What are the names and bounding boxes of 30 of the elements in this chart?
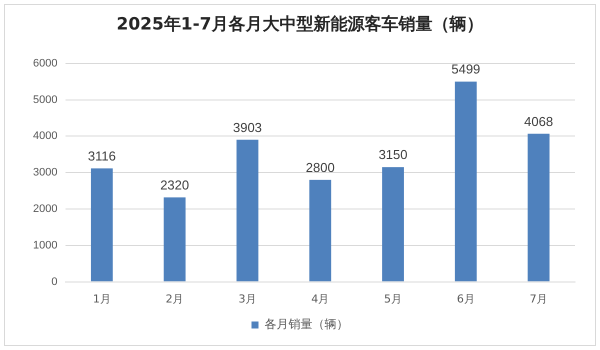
y-tick-label: 1000 (32, 239, 58, 252)
x-tick-label: 2月 (166, 292, 184, 306)
data-label: 2800 (306, 160, 335, 175)
x-tick-label: 6月 (456, 292, 475, 306)
data-label: 4068 (524, 114, 554, 129)
y-tick-label: 5000 (32, 94, 58, 106)
bar (236, 140, 258, 282)
data-label: 3150 (378, 147, 408, 162)
data-label: 3116 (88, 148, 116, 164)
y-tick-label: 4000 (32, 130, 58, 142)
data-label: 3903 (232, 120, 262, 135)
legend-label: 各月销量（辆） (264, 317, 348, 332)
data-label: 2320 (160, 177, 190, 192)
y-tick-label: 6000 (32, 57, 58, 70)
bar (528, 134, 550, 282)
x-tick-label: 1月 (92, 292, 111, 306)
y-tick-label: 3000 (32, 166, 58, 179)
x-tick-label: 5月 (384, 292, 402, 306)
x-tick-label: 3月 (238, 292, 256, 306)
y-tick-label: 2000 (32, 203, 58, 216)
bar (164, 197, 186, 282)
data-label: 5499 (451, 62, 480, 77)
bar (90, 168, 113, 282)
bar (309, 180, 332, 282)
bar (382, 167, 404, 282)
x-tick-label: 7月 (530, 292, 548, 306)
chart-title: 2025年1-7月各月大中型新能源客车销量（辆） (116, 14, 484, 35)
x-tick-label: 4月 (311, 292, 330, 306)
y-tick-label: 0 (51, 276, 58, 288)
bar (454, 82, 477, 282)
